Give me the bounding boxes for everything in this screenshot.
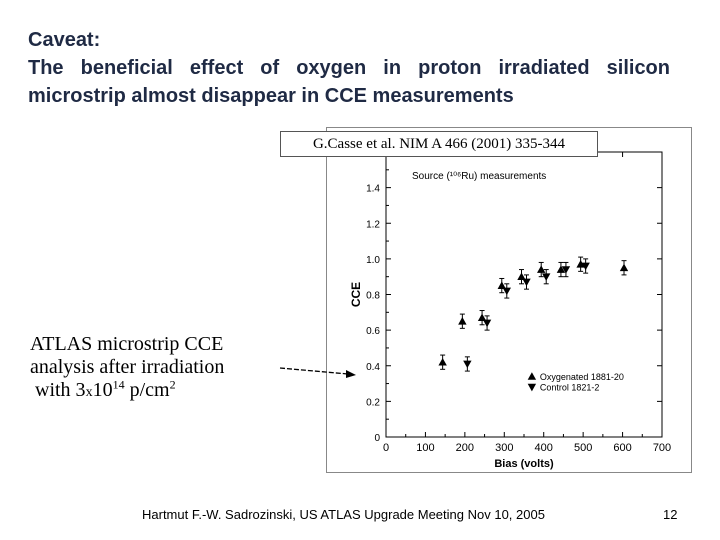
control-point (561, 266, 571, 274)
y-tick-label: 1.2 (366, 219, 380, 230)
x-tick-label: 100 (416, 442, 434, 454)
y-tick-label: 1.4 (366, 184, 380, 195)
fluence-times: x (85, 385, 93, 400)
x-tick-label: 700 (653, 442, 671, 454)
atlas-caption-line1: ATLAS microstrip CCE (30, 333, 224, 355)
chart-title: Source (¹⁰⁶Ru) measurements (412, 171, 546, 182)
legend-label-control: Control 1821-2 (540, 383, 600, 393)
y-tick-label: 0.4 (366, 362, 380, 373)
control-point (522, 278, 531, 287)
x-tick-label: 500 (574, 442, 592, 454)
control-point (463, 360, 472, 369)
citation-box: G.Casse et al. NIM A 466 (2001) 335-344 (280, 131, 598, 157)
x-tick-label: 0 (383, 442, 389, 454)
footer-text: Hartmut F.-W. Sadrozinski, US ATLAS Upgr… (142, 507, 545, 522)
x-tick-label: 300 (495, 442, 513, 454)
oxygenated-point (576, 260, 585, 268)
y-tick-label: 0.2 (366, 397, 380, 408)
atlas-caption: ATLAS microstrip CCE analysis after irra… (30, 333, 224, 404)
control-point (542, 273, 551, 281)
page-number: 12 (663, 507, 678, 522)
oxygenated-point (556, 265, 566, 273)
y-axis-label: CCE (349, 282, 363, 307)
fluence-unit-exponent: 2 (169, 377, 176, 392)
fluence-exponent: 14 (112, 377, 125, 392)
fluence-unit: p/cm (124, 379, 170, 401)
oxygenated-point (438, 357, 447, 366)
atlas-caption-line3: with 3x1014 p/cm2 (30, 377, 224, 404)
control-point (482, 319, 492, 328)
control-point (581, 262, 590, 271)
x-tick-label: 200 (456, 442, 474, 454)
oxygenated-point (537, 265, 546, 273)
legend-label-oxygenated: Oxygenated 1881-20 (540, 372, 624, 382)
caveat-heading: Caveat: (28, 29, 101, 51)
fluence-prefix: with 3 (35, 379, 86, 401)
oxygenated-point (497, 281, 506, 289)
legend-marker-oxygenated (527, 372, 537, 380)
caption-arrow (279, 367, 356, 378)
y-tick-label: 0 (374, 433, 380, 444)
y-tick-label: 1.0 (366, 255, 380, 266)
x-axis-label: Bias (volts) (494, 458, 554, 470)
caveat-text: The beneficial effect of oxygen in proto… (28, 57, 670, 107)
legend-marker-control (527, 383, 537, 392)
figure-frame (326, 127, 692, 473)
x-tick-label: 600 (613, 442, 631, 454)
control-point (502, 287, 511, 296)
y-tick-label: 0.6 (366, 326, 380, 337)
y-tick-label: 0.8 (366, 291, 380, 302)
oxygenated-point (517, 272, 526, 281)
cce-chart: 0 100 200 300 400 500 600 700 0 0.2 0.4 0.6 0.8 1.0 1.… (326, 127, 692, 473)
caveat-block: Caveat: The beneficial effect of oxygen … (28, 26, 670, 110)
oxygenated-point (458, 317, 467, 325)
oxygenated-point (477, 313, 487, 322)
fluence-base: 10 (92, 379, 113, 401)
cce-chart-svg: 0 100 200 300 400 500 600 700 0 0.2 0.4 0.6 0.8 1.0 1.… (326, 127, 692, 473)
atlas-caption-line2: analysis after irradiation (30, 356, 225, 378)
x-tick-label: 400 (535, 442, 553, 454)
oxygenated-point (619, 263, 629, 272)
